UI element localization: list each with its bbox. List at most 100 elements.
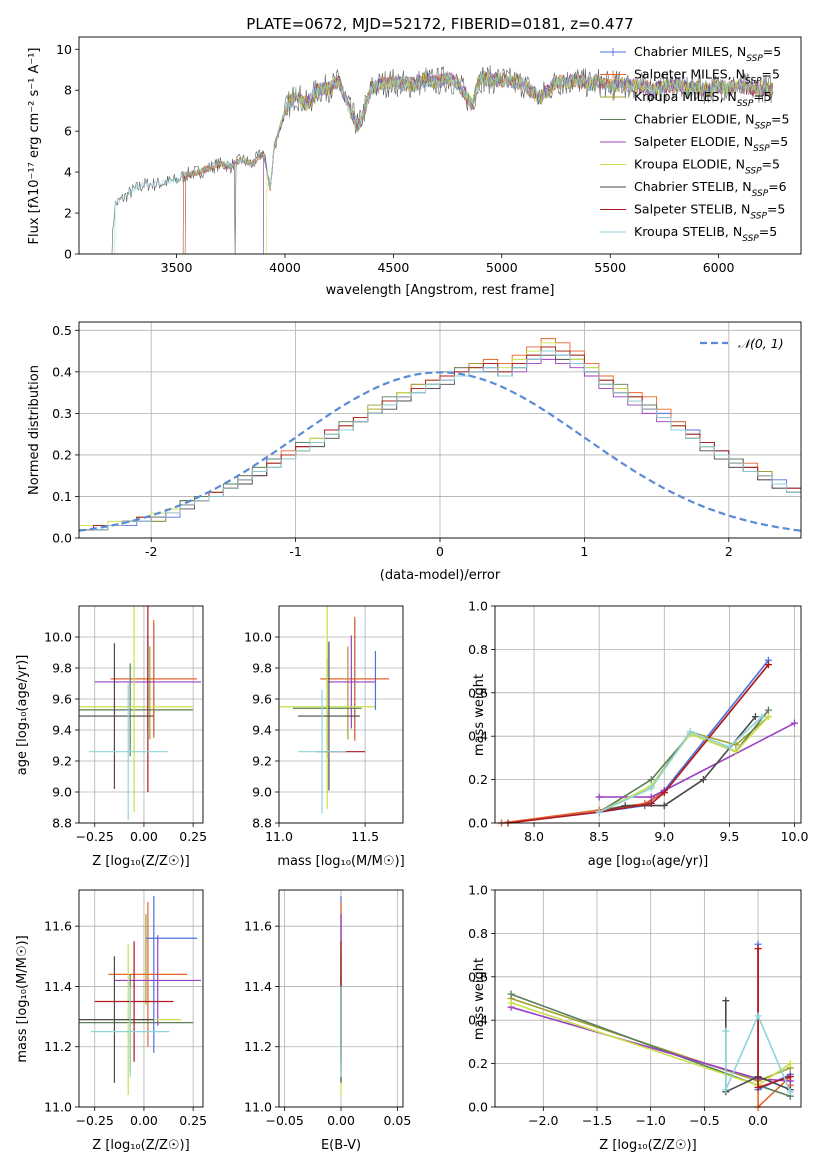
age_vs_mass-xtick-label: 11.5 [351, 829, 379, 844]
weight_vs_age-point [595, 793, 603, 801]
age_vs_Z-ytick-label: 10.0 [44, 630, 72, 645]
legend-label-suffix: =5 [762, 67, 780, 82]
weight_vs_Z-point [786, 1073, 794, 1081]
spectrum-xtick-label: 4500 [377, 260, 409, 275]
age_vs_Z-frame [78, 605, 204, 824]
legend-label: Salpeter STELIB, NSSP=5 [634, 202, 785, 222]
mass_vs_EBV-axes: −0.05 0.00 0.05 11.0 11.2 11.4 11.6 [244, 890, 411, 1128]
legend-label-text: Salpeter ELODIE, N [634, 134, 753, 149]
legend-label-text: Kroupa STELIB, N [634, 224, 742, 239]
weight_vs_Z-point [507, 990, 515, 998]
weight_vs_Z-point [754, 1083, 762, 1091]
mass_vs_Z-ytick-label: 11.2 [44, 1039, 72, 1054]
residuals-xtick-label: -2 [145, 544, 157, 559]
residuals-xtick-label: 2 [725, 544, 733, 559]
age_vs_Z-xtick-label: −0.25 [76, 829, 114, 844]
age_vs_mass-ytick-label: 9.6 [252, 692, 272, 707]
age_vs_mass-frame [278, 605, 404, 824]
weight_vs_age-point [758, 713, 766, 721]
legend-label-sub: SSP [737, 99, 754, 109]
legend-label-sub: SSP [750, 212, 767, 222]
spectrum-ytick-label: 2 [64, 206, 72, 221]
weight_vs_age-point [732, 747, 740, 755]
weight_vs_age-ytick-label: 0.8 [468, 642, 488, 657]
mass_vs_Z-ytick-label: 11.0 [44, 1100, 72, 1115]
weight_vs_Z-point [786, 1088, 794, 1096]
age_vs_mass-xtick-label: 11.0 [265, 829, 293, 844]
age_vs_Z-xtick-label: 0.25 [179, 829, 207, 844]
legend-label-sub: SSP [745, 77, 762, 87]
weight_vs_Z-point [754, 945, 762, 953]
legend-label-suffix: =5 [763, 44, 781, 59]
histogram-series-8 [79, 350, 801, 531]
legend-label-sub: SSP [753, 144, 770, 154]
weight_vs_age-point [751, 713, 759, 721]
spectrum-ytick-label: 6 [64, 124, 72, 139]
mass_vs_Z-xtick-label: 0.25 [179, 1113, 207, 1128]
weight_vs_Z-ytick-label: 0.6 [468, 969, 488, 984]
weight_vs_Z-point [722, 1027, 730, 1035]
mass-vs-ebv-xlabel: E(B-V) [321, 1138, 361, 1153]
legend-label-sub: SSP [752, 189, 769, 199]
age_vs_mass-ytick-label: 9.0 [252, 785, 272, 800]
residuals-ytick-label: 0.5 [52, 323, 72, 338]
residuals-ytick-label: 0.1 [52, 489, 72, 504]
residuals-ytick-label: 0.2 [52, 447, 72, 462]
weight_vs_age-xtick-label: 9.5 [719, 829, 739, 844]
legend-label-text: Salpeter STELIB, N [634, 202, 750, 217]
legend-label-suffix: =5 [762, 157, 780, 172]
mass_vs_EBV-xtick-label: 0.05 [383, 1113, 411, 1128]
legend-label-sub: SSP [746, 54, 763, 64]
age-vs-mass-xlabel: mass [log₁₀(M/M☉)] [277, 854, 404, 869]
spectrum-axes: 3500 4000 4500 5000 5500 6000 0 2 4 6 8 10 [56, 42, 734, 275]
legend-label-suffix: =5 [753, 89, 771, 104]
weight_vs_age-point [699, 776, 707, 784]
normal-legend-label: 𝒩(0, 1) [738, 336, 784, 351]
weight_vs_Z-ytick-label: 1.0 [468, 883, 488, 898]
weight_vs_Z-xtick-label: −2.0 [528, 1113, 558, 1128]
weight_vs_age-series-4 [599, 722, 795, 798]
mass_vs_EBV-ytick-label: 11.2 [244, 1039, 272, 1054]
age_vs_Z-axes: −0.25 0.00 0.25 8.8 9.0 9.2 9.4 9.6 9.8 10.0 [44, 606, 207, 844]
legend-label: Chabrier STELIB, NSSP=6 [634, 179, 787, 199]
age_vs_mass-ytick-label: 9.8 [252, 661, 272, 676]
residuals-ylabel: Normed distribution [27, 365, 42, 495]
legend-label: Chabrier ELODIE, NSSP=5 [634, 112, 789, 132]
spectrum-series-4 [263, 72, 774, 254]
spectrum-frame [78, 36, 802, 255]
normal-curve [78, 371, 802, 532]
weight_vs_age-ytick-label: 0.0 [468, 816, 488, 831]
age_vs_mass-ytick-label: 8.8 [252, 816, 272, 831]
spectrum-ytick-label: 0 [64, 247, 72, 262]
spectrum-xtick-label: 5000 [486, 260, 518, 275]
weight_vs_Z-xtick-label: −1.0 [636, 1113, 666, 1128]
age_vs_mass-ytick-label: 9.4 [252, 723, 272, 738]
weight_vs_age-point [725, 743, 733, 751]
weight_vs_age-point [764, 713, 772, 721]
spectrum-ylabel: Flux [fλ10⁻¹⁷ erg cm⁻² s⁻¹ A⁻¹] [27, 48, 42, 245]
legend-label: Kroupa ELODIE, NSSP=5 [634, 157, 780, 177]
weight_vs_Z-ytick-label: 0.0 [468, 1100, 488, 1115]
weight_vs_age-xtick-label: 8.0 [524, 829, 544, 844]
age-vs-z-xlabel: Z [log₁₀(Z/Z☉)] [92, 854, 189, 869]
weight-vs-age-xlabel: age [log₁₀(age/yr)] [588, 854, 709, 869]
weight_vs_Z-point [507, 999, 515, 1007]
weight_vs_age-point [790, 719, 798, 727]
mass_vs_EBV-frame [278, 889, 404, 1108]
legend-label-suffix: =6 [768, 179, 786, 194]
mass-vs-z-ylabel: mass [log₁₀(M/M☉)] [15, 935, 30, 1062]
legend-label-sub: SSP [754, 122, 771, 132]
legend-label-text: Chabrier STELIB, N [634, 179, 752, 194]
weight_vs_Z-xtick-label: −1.5 [582, 1113, 612, 1128]
residuals-xlabel: (data-model)/error [380, 568, 501, 583]
legend-label-suffix: =5 [759, 224, 777, 239]
weight-vs-z-xlabel: Z [log₁₀(Z/Z☉)] [599, 1138, 696, 1153]
weight_vs_Z-point [754, 1012, 762, 1020]
spectrum-ytick-label: 10 [56, 42, 72, 57]
spectrum-xtick-label: 4000 [269, 260, 301, 275]
residuals-xtick-label: 1 [580, 544, 588, 559]
weight_vs_Z-ytick-label: 0.2 [468, 1056, 488, 1071]
weight_vs_Z-xtick-label: 0.0 [748, 1113, 768, 1128]
